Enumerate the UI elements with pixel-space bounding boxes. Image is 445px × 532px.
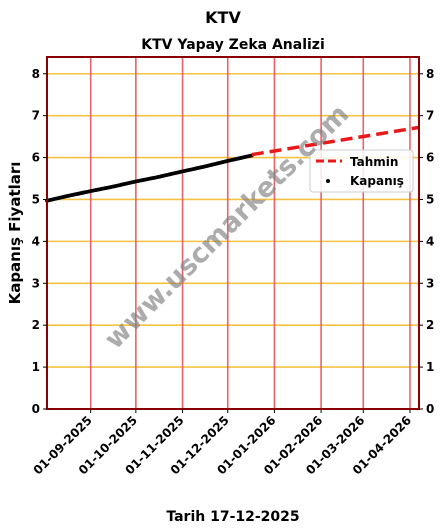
legend: Tahmin Kapanış [309,149,414,193]
legend-actual-swatch [326,179,330,183]
legend-forecast-label: Tahmin [350,155,398,169]
y-tick-label-right: 2 [426,318,434,332]
y-tick-label-right: 7 [426,109,434,123]
y-tick-label-left: 7 [32,109,40,123]
y-tick-label-left: 3 [32,276,40,290]
y-tick-label-right: 8 [426,67,434,81]
plot-frame [46,56,420,410]
x-axis-ticks: 01-09-202501-10-202501-11-202501-12-2025… [31,409,414,477]
legend-actual-label: Kapanış [350,174,404,188]
y-tick-label-right: 1 [426,360,434,374]
y-tick-label-left: 2 [32,318,40,332]
forecast-line [251,125,420,157]
grid-lines [47,57,419,410]
y-tick-label-left: 1 [32,360,40,374]
y-tick-label-right: 6 [426,151,434,165]
y-tick-label-right: 0 [426,402,434,416]
x-axis-label: Tarih 17-12-2025 [166,509,299,525]
y-tick-label-left: 6 [32,151,40,165]
data-marks [45,125,420,203]
y-tick-label-right: 5 [426,192,434,206]
y-tick-label-right: 4 [426,234,434,248]
y-axis-ticks: 0 0 1 1 2 2 3 3 4 4 5 5 6 6 7 7 8 8 [32,67,435,416]
y-axis-label: Kapanış Fiyatları [6,162,24,305]
y-tick-label-left: 8 [32,67,40,81]
y-tick-label-left: 4 [32,234,40,248]
chart-subtitle: KTV Yapay Zeka Analizi [141,37,325,53]
chart-title: KTV [205,8,241,27]
y-tick-label-left: 5 [32,192,40,206]
y-tick-label-right: 3 [426,276,434,290]
y-tick-label-left: 0 [32,402,40,416]
